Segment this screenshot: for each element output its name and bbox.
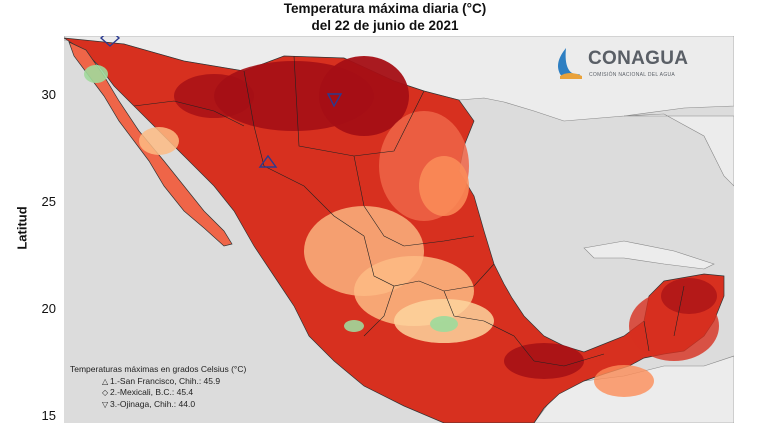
san-francisco-marker-triangle-up-icon: [258, 154, 278, 168]
water-drop-icon: [558, 48, 582, 79]
logo-subtitle: COMISIÓN NACIONAL DEL AGUA: [589, 72, 676, 78]
cuba-land: [583, 240, 715, 270]
title-line-1: Temperatura máxima diaria (°C): [283, 1, 487, 16]
legend-item-1-text: 1.-San Francisco, Chih.: 45.9: [110, 375, 221, 386]
mild-zone-chiapas: [594, 365, 654, 397]
baja-mild-zone: [139, 127, 179, 155]
legend-item-3-text: 3.-Ojinaga, Chih.: 44.0: [110, 398, 196, 409]
y-tick-25: 25: [41, 194, 56, 209]
legend-item-3: ▽ 3.-Ojinaga, Chih.: 44.0: [70, 399, 246, 411]
y-axis-label: Latitud: [14, 206, 30, 250]
legend-item-1: △ 1.-San Francisco, Chih.: 45.9: [70, 376, 246, 388]
baja-california: [68, 41, 233, 247]
y-tick-20: 20: [41, 301, 56, 316]
florida-land: [623, 113, 734, 187]
temperature-map: [64, 36, 734, 423]
ojinaga-marker-triangle-down-icon: [326, 93, 343, 108]
triangle-down-icon: ▽: [102, 399, 109, 409]
logo-name: CONAGUA: [588, 48, 689, 69]
legend-item-2: ◇ 2.-Mexicali, B.C.: 45.4: [70, 387, 246, 399]
legend: Temperaturas máximas en grados Celsius (…: [70, 364, 246, 410]
hot-zone-northwest: [174, 74, 254, 118]
cold-zone-valley: [430, 316, 458, 332]
hot-zone-south: [504, 343, 584, 379]
legend-title: Temperaturas máximas en grados Celsius (…: [70, 364, 247, 374]
mexicali-marker-diamond-icon: [99, 36, 121, 47]
map-canvas: [64, 36, 734, 423]
diamond-icon: ◇: [102, 388, 109, 397]
legend-item-2-text: 2.-Mexicali, B.C.: 45.4: [110, 387, 194, 397]
map-title: Temperatura máxima diaria (°C) del 22 de…: [0, 0, 770, 34]
conagua-logo: CONAGUA COMISIÓN NACIONAL DEL AGUA: [552, 46, 712, 86]
baja-cold-zone: [84, 65, 108, 83]
station-markers: [99, 36, 343, 168]
y-tick-15: 15: [41, 408, 56, 423]
triangle-up-icon: △: [102, 376, 109, 386]
heat-overlay: [84, 56, 719, 397]
y-tick-30: 30: [41, 87, 56, 102]
hot-zone-ojinaga: [319, 56, 409, 136]
state-boundaries: [133, 55, 685, 367]
title-line-2: del 22 de junio de 2021: [311, 18, 459, 33]
cold-zone-west: [344, 320, 364, 332]
very-hot-yucatan: [661, 278, 717, 314]
mild-zone-nuevo-leon: [419, 156, 469, 216]
